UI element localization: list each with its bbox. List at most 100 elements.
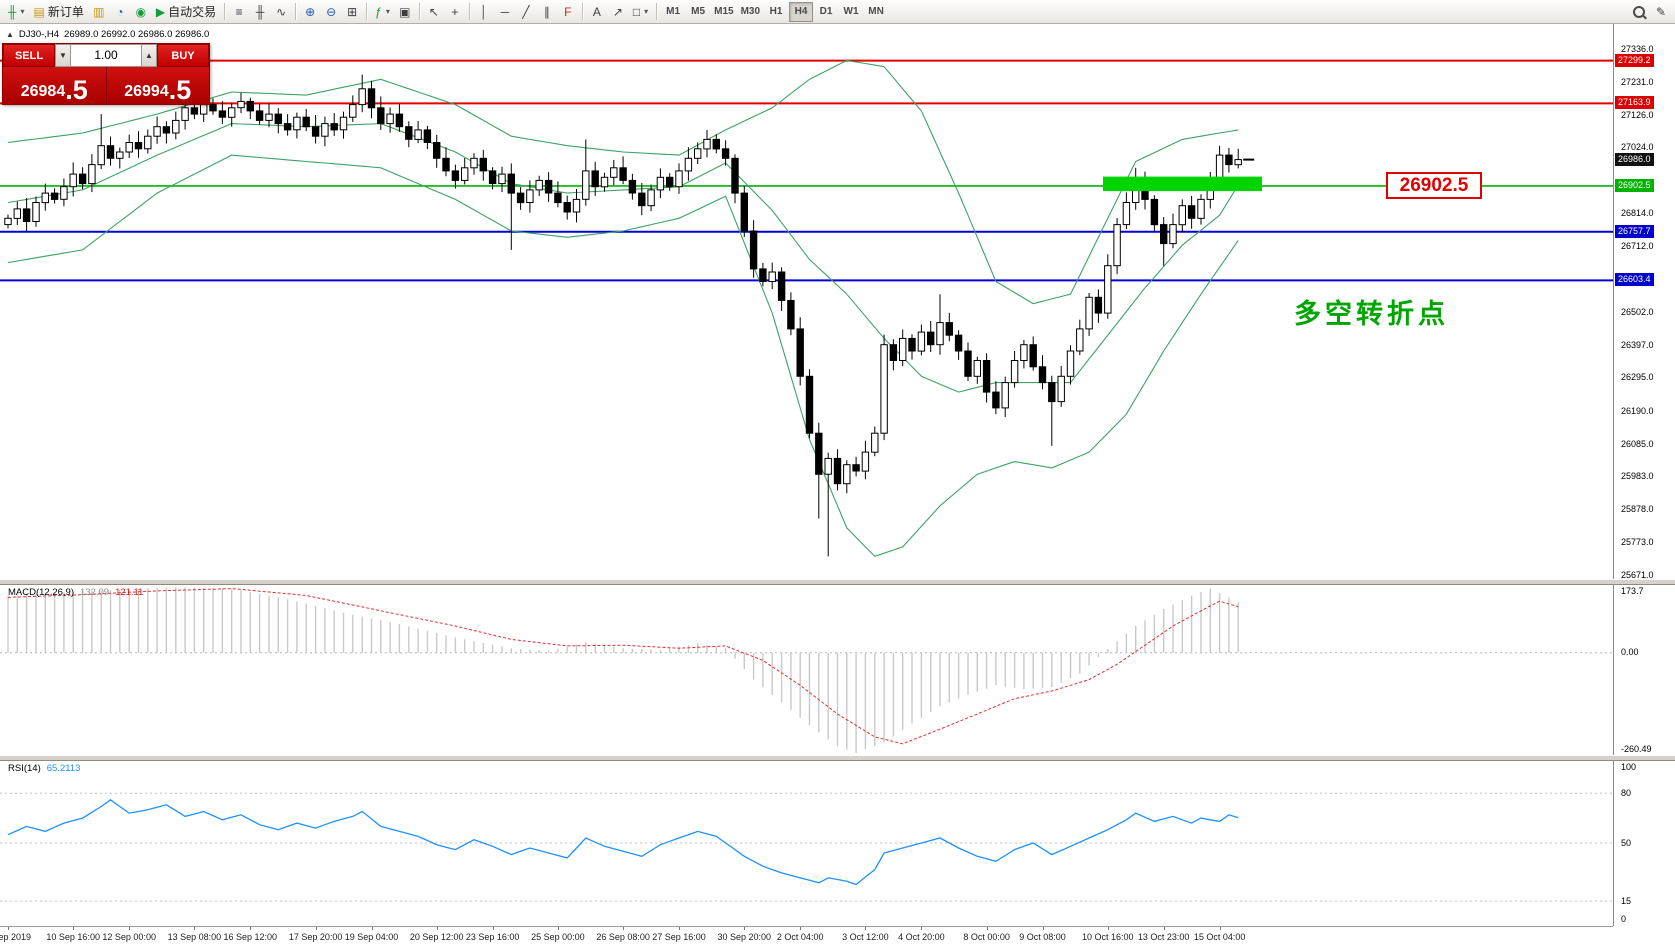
symbol-timeframe-label: DJ30-,H4 — [18, 29, 60, 40]
volume-input[interactable]: 1.00 — [71, 44, 141, 67]
edit-button[interactable]: ✎ — [1651, 2, 1671, 22]
time-axis-label: 4 Oct 20:00 — [898, 932, 945, 942]
price-axis-label: 27231.0 — [1621, 76, 1654, 87]
time-axis-label: 10 Sep 16:00 — [46, 932, 100, 942]
timeframe-button-m5[interactable]: M5 — [686, 2, 710, 22]
rsi-axis-label: 0 — [1621, 914, 1627, 924]
cascade-windows-icon: ▣ — [399, 4, 411, 19]
main-chart-panel[interactable] — [0, 24, 1613, 580]
tile-windows-button[interactable]: ⊞ — [342, 2, 362, 22]
value-axis-column[interactable]: 27336.0 27231.0 27126.0 27024.0 26814.0 26712… — [1613, 24, 1675, 926]
price-axis-badge: 27163.9 — [1615, 96, 1654, 110]
timeframe-button-h4[interactable]: H4 — [789, 1, 814, 22]
toolbar: ╫ ▾ ▤ 新订单 ▥ ◔ ◉ ▶ 自动交易 ≡ ╫ ∿ ⊕ ⊖ ⊞ ƒ ▾ ▣ ↖ +… — [0, 0, 1675, 24]
price-axis-label: 27336.0 — [1621, 43, 1654, 54]
autotrade-button[interactable]: ▶ 自动交易 — [152, 2, 220, 22]
one-click-price-row: 26984.5 26994.5 — [3, 67, 209, 104]
zoom-in-button[interactable]: ⊕ — [300, 2, 320, 22]
timeframe-button-w1[interactable]: W1 — [839, 2, 863, 22]
folder-icon: ▥ — [93, 4, 105, 19]
macd-axis-label: 0.00 — [1621, 647, 1639, 658]
vertical-line-button[interactable]: │ — [474, 2, 494, 22]
chevron-down-icon: ▼ — [59, 51, 67, 60]
price-axis-label: 26085.0 — [1621, 438, 1654, 449]
macd-chart[interactable] — [0, 584, 1613, 756]
arrow-tool-button[interactable]: ↗ — [608, 2, 628, 22]
one-click-toggle-icon[interactable]: ▲ — [6, 30, 14, 39]
price-axis-label: 26814.0 — [1621, 208, 1654, 219]
price-axis-badge: 26603.4 — [1615, 273, 1654, 287]
cascade-windows-button[interactable]: ▣ — [395, 2, 415, 22]
time-axis-label: 2 Oct 04:00 — [776, 932, 824, 942]
price-axis-badge: 26902.5 — [1615, 178, 1654, 192]
time-axis-label: 20 Sep 12:00 — [409, 932, 464, 942]
zoom-in-icon: ⊕ — [305, 4, 316, 19]
line-chart-button[interactable]: ∿ — [271, 2, 291, 22]
price-axis-label: 25773.0 — [1621, 537, 1654, 548]
timeframe-button-h1[interactable]: H1 — [764, 2, 788, 22]
toolbar-separator — [295, 3, 297, 20]
candlestick-button[interactable]: ╫ — [250, 2, 270, 22]
toolbar-separator — [468, 3, 470, 20]
time-axis-label: 13 Oct 23:00 — [1137, 932, 1190, 942]
refresh-icon: ◉ — [135, 4, 147, 19]
refresh-button[interactable]: ◉ — [131, 2, 151, 22]
sell-price-display[interactable]: 26984.5 — [3, 67, 107, 104]
price-axis[interactable]: 27336.0 27231.0 27126.0 27024.0 26814.0 26712… — [1614, 24, 1675, 580]
sell-button[interactable]: SELL — [3, 44, 55, 67]
price-axis-label: 25878.0 — [1621, 504, 1654, 515]
arrow-icon: ↗ — [612, 4, 623, 19]
indicators-button[interactable]: ƒ ▾ — [371, 2, 394, 22]
volume-down-button[interactable]: ▼ — [55, 44, 71, 67]
market-watch-button[interactable]: ◔ — [110, 2, 130, 22]
price-axis-label: 26295.0 — [1621, 372, 1654, 383]
timeframe-button-m30[interactable]: M30 — [738, 2, 763, 22]
search-button[interactable] — [1629, 2, 1649, 22]
shapes-button[interactable]: □ ▾ — [629, 2, 652, 22]
buy-button[interactable]: BUY — [157, 44, 209, 67]
trendline-button[interactable]: ╱ — [516, 2, 536, 22]
time-axis-label: 8 Oct 00:00 — [963, 932, 1010, 942]
market-watch-icon: ◔ — [116, 4, 124, 19]
text-tool-button[interactable]: A — [587, 2, 607, 22]
panel-resize-handle[interactable] — [0, 579, 1675, 585]
price-axis-badge: 27299.2 — [1615, 53, 1654, 67]
time-axis-label: 25 Sep 00:00 — [531, 932, 585, 942]
cursor-icon: ↖ — [428, 4, 439, 19]
horizontal-line-icon: ─ — [500, 4, 510, 19]
cursor-button[interactable]: ↖ — [424, 2, 444, 22]
rsi-axis-label: 50 — [1621, 837, 1632, 848]
volume-up-button[interactable]: ▲ — [141, 44, 157, 67]
new-order-button[interactable]: ▤ 新订单 — [30, 2, 88, 22]
zoom-out-button[interactable]: ⊖ — [321, 2, 341, 22]
rsi-axis[interactable]: 100 80 50 15 0 — [1614, 760, 1675, 926]
rsi-chart[interactable] — [0, 760, 1613, 926]
buy-price-display[interactable]: 26994.5 — [124, 75, 192, 105]
macd-axis-label: -260.49 — [1621, 744, 1652, 754]
time-axis-tick — [623, 927, 625, 930]
bar-chart-button[interactable]: ≡ — [229, 2, 249, 22]
price-level-tag[interactable]: 26902.5 — [1386, 172, 1482, 199]
rsi-panel[interactable] — [0, 760, 1613, 926]
fibonacci-button[interactable]: F — [558, 2, 578, 22]
candlestick-chart[interactable] — [0, 24, 1613, 580]
profiles-button[interactable]: ▥ — [89, 2, 109, 22]
timeframe-button-m1[interactable]: M1 — [661, 2, 685, 22]
pencil-icon: ✎ — [1655, 4, 1667, 19]
timeframe-button-m15[interactable]: M15 — [711, 2, 736, 22]
panel-resize-handle[interactable] — [0, 755, 1675, 761]
new-chart-button[interactable]: ╫ ▾ — [4, 2, 29, 22]
channel-icon: ∥ — [543, 4, 550, 19]
macd-panel[interactable] — [0, 584, 1613, 756]
ohlc-values: 26989.0 26992.0 26986.0 26986.0 — [64, 29, 210, 40]
horizontal-line-button[interactable]: ─ — [495, 2, 515, 22]
time-axis-tick — [129, 927, 131, 930]
text-icon: A — [592, 4, 601, 19]
crosshair-button[interactable]: + — [445, 2, 465, 22]
timeframe-button-d1[interactable]: D1 — [814, 2, 838, 22]
macd-axis[interactable]: 173.7 0.00 -260.49 — [1614, 584, 1675, 756]
channel-button[interactable]: ∥ — [537, 2, 557, 22]
chart-info-bar: ▲ DJ30-,H4 26989.0 26992.0 26986.0 26986… — [6, 29, 209, 40]
timeframe-button-mn[interactable]: MN — [864, 2, 888, 22]
